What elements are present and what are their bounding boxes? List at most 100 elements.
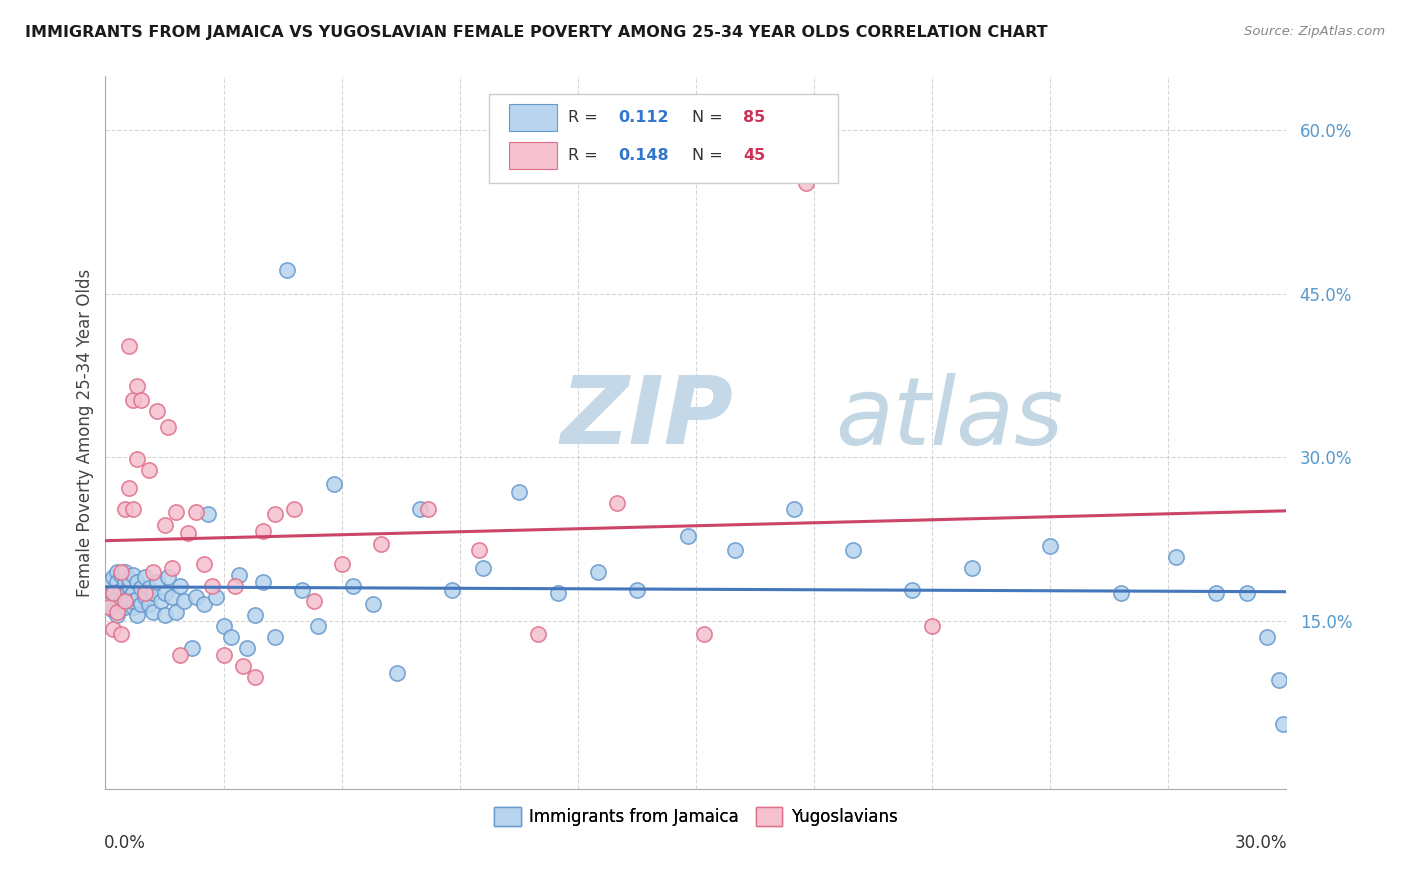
Immigrants from Jamaica xyxy=(1205,586,1227,600)
Immigrants from Jamaica xyxy=(1109,586,1132,600)
Immigrants from Jamaica xyxy=(118,590,141,604)
Text: R =: R = xyxy=(568,110,603,125)
FancyBboxPatch shape xyxy=(509,142,557,169)
Immigrants from Jamaica xyxy=(105,565,128,579)
Yugoslavians xyxy=(177,526,200,541)
Immigrants from Jamaica xyxy=(125,591,148,606)
Yugoslavians xyxy=(418,502,440,516)
Immigrants from Jamaica xyxy=(1039,540,1062,554)
Immigrants from Jamaica xyxy=(440,582,463,597)
Immigrants from Jamaica xyxy=(1256,630,1278,644)
Immigrants from Jamaica xyxy=(145,575,167,590)
Immigrants from Jamaica xyxy=(165,605,187,619)
Immigrants from Jamaica xyxy=(212,619,235,633)
Text: 0.148: 0.148 xyxy=(619,148,669,163)
Immigrants from Jamaica xyxy=(162,590,184,604)
Immigrants from Jamaica xyxy=(184,590,207,604)
Immigrants from Jamaica xyxy=(105,591,128,606)
Text: N =: N = xyxy=(692,110,728,125)
Immigrants from Jamaica xyxy=(361,597,384,611)
Immigrants from Jamaica xyxy=(204,590,226,604)
Yugoslavians xyxy=(122,393,145,408)
Immigrants from Jamaica xyxy=(193,597,215,611)
Immigrants from Jamaica xyxy=(263,630,285,644)
Immigrants from Jamaica xyxy=(322,477,344,491)
Immigrants from Jamaica xyxy=(114,565,136,579)
Immigrants from Jamaica xyxy=(134,590,156,604)
Yugoslavians xyxy=(370,537,392,551)
Yugoslavians xyxy=(134,586,156,600)
Yugoslavians xyxy=(283,502,305,516)
Text: 85: 85 xyxy=(744,110,765,125)
Immigrants from Jamaica xyxy=(960,561,983,575)
Text: ZIP: ZIP xyxy=(560,372,733,465)
Immigrants from Jamaica xyxy=(724,542,747,557)
Yugoslavians xyxy=(794,176,817,190)
Immigrants from Jamaica xyxy=(243,608,266,623)
Immigrants from Jamaica xyxy=(138,581,160,595)
Yugoslavians xyxy=(129,393,152,408)
Immigrants from Jamaica xyxy=(197,507,219,521)
Yugoslavians xyxy=(606,496,628,510)
Text: N =: N = xyxy=(692,148,728,163)
Text: 0.0%: 0.0% xyxy=(104,834,146,852)
Immigrants from Jamaica xyxy=(157,570,180,584)
Immigrants from Jamaica xyxy=(472,561,495,575)
Immigrants from Jamaica xyxy=(385,665,408,680)
Immigrants from Jamaica xyxy=(901,582,924,597)
Immigrants from Jamaica xyxy=(125,575,148,590)
Immigrants from Jamaica xyxy=(153,608,176,623)
Yugoslavians xyxy=(165,505,187,519)
Yugoslavians xyxy=(110,565,132,579)
Yugoslavians xyxy=(302,594,325,608)
Immigrants from Jamaica xyxy=(103,586,125,600)
Yugoslavians xyxy=(224,579,246,593)
Yugoslavians xyxy=(114,502,136,516)
Immigrants from Jamaica xyxy=(114,586,136,600)
Immigrants from Jamaica xyxy=(342,579,364,593)
Yugoslavians xyxy=(98,600,121,615)
FancyBboxPatch shape xyxy=(489,94,838,183)
Yugoslavians xyxy=(105,605,128,619)
Immigrants from Jamaica xyxy=(1271,717,1294,731)
Immigrants from Jamaica xyxy=(842,542,865,557)
Yugoslavians xyxy=(153,517,176,532)
Immigrants from Jamaica xyxy=(142,605,165,619)
Yugoslavians xyxy=(125,452,148,467)
Immigrants from Jamaica xyxy=(142,586,165,600)
Yugoslavians xyxy=(193,557,215,571)
Immigrants from Jamaica xyxy=(105,575,128,590)
Immigrants from Jamaica xyxy=(122,567,145,582)
FancyBboxPatch shape xyxy=(509,103,557,131)
Immigrants from Jamaica xyxy=(508,485,530,500)
Text: Source: ZipAtlas.com: Source: ZipAtlas.com xyxy=(1244,25,1385,38)
Text: 30.0%: 30.0% xyxy=(1236,834,1288,852)
Immigrants from Jamaica xyxy=(129,597,152,611)
Yugoslavians xyxy=(184,505,207,519)
Immigrants from Jamaica xyxy=(291,582,314,597)
Immigrants from Jamaica xyxy=(676,528,699,542)
Yugoslavians xyxy=(103,622,125,636)
Legend: Immigrants from Jamaica, Yugoslavians: Immigrants from Jamaica, Yugoslavians xyxy=(488,800,904,832)
Immigrants from Jamaica xyxy=(105,608,128,623)
Immigrants from Jamaica xyxy=(110,594,132,608)
Yugoslavians xyxy=(527,626,550,640)
Immigrants from Jamaica xyxy=(98,575,121,590)
Yugoslavians xyxy=(114,594,136,608)
Immigrants from Jamaica xyxy=(221,630,243,644)
Immigrants from Jamaica xyxy=(138,597,160,611)
Immigrants from Jamaica xyxy=(149,594,172,608)
Immigrants from Jamaica xyxy=(153,586,176,600)
Immigrants from Jamaica xyxy=(114,600,136,615)
Immigrants from Jamaica xyxy=(252,575,274,590)
Immigrants from Jamaica xyxy=(125,608,148,623)
Yugoslavians xyxy=(693,626,716,640)
Immigrants from Jamaica xyxy=(228,567,250,582)
Immigrants from Jamaica xyxy=(98,586,121,600)
Text: atlas: atlas xyxy=(835,373,1063,464)
Yugoslavians xyxy=(142,565,165,579)
Immigrants from Jamaica xyxy=(783,502,806,516)
Immigrants from Jamaica xyxy=(122,586,145,600)
Immigrants from Jamaica xyxy=(586,565,609,579)
Yugoslavians xyxy=(110,626,132,640)
